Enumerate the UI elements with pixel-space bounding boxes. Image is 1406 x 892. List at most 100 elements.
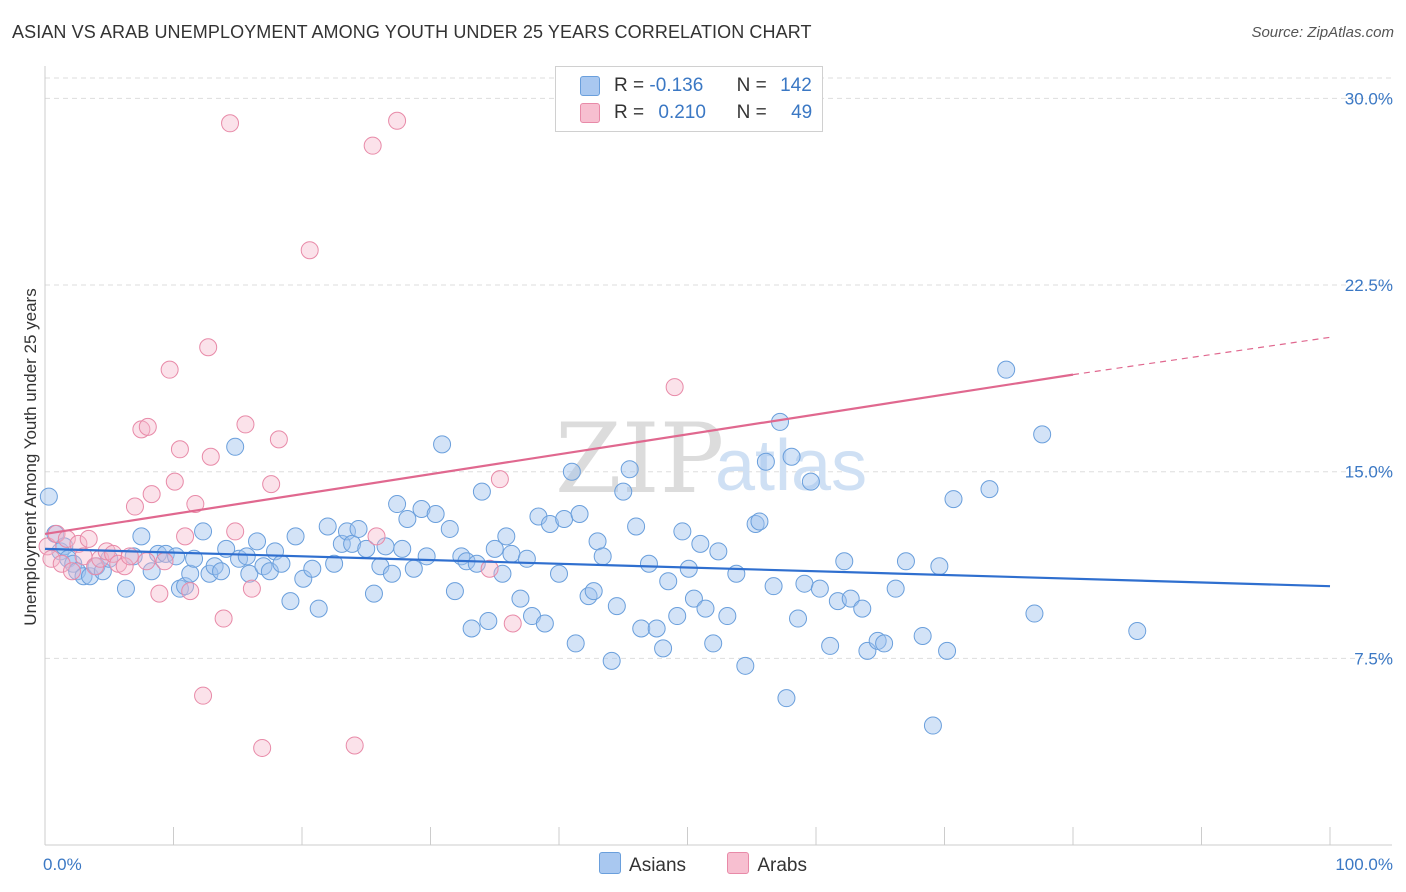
asian-point xyxy=(614,482,633,501)
asian-point xyxy=(668,607,687,626)
asian-point xyxy=(997,360,1016,379)
asian-point xyxy=(325,554,344,573)
arab-point xyxy=(125,497,144,516)
asian-point xyxy=(497,527,516,546)
arab-point xyxy=(253,738,272,757)
legend-n-label: N = xyxy=(736,75,767,96)
asian-point xyxy=(426,505,445,524)
arab-point xyxy=(42,549,61,568)
legend-row-asians: R = -0.136 N = 142 xyxy=(580,75,812,99)
asian-point xyxy=(588,532,607,551)
arab-point xyxy=(155,552,174,571)
asian-point xyxy=(502,544,521,563)
source-label: Source: ZipAtlas.com xyxy=(1251,24,1394,41)
asian-point xyxy=(764,577,783,596)
arab-point xyxy=(665,378,684,397)
asian-point xyxy=(132,527,151,546)
legend-r-value: -0.136 xyxy=(649,75,704,96)
arab-point xyxy=(194,686,213,705)
asian-point xyxy=(1128,621,1147,640)
asian-point xyxy=(286,527,305,546)
arab-point xyxy=(115,557,134,576)
arab-point xyxy=(181,582,200,601)
arab-point xyxy=(79,529,98,548)
asian-point xyxy=(479,612,498,631)
legend-row-arabs: R = 0.210 N = 49 xyxy=(580,102,812,126)
x-tick-label: 100.0% xyxy=(1335,855,1393,874)
series-arabs xyxy=(38,111,684,757)
asian-point xyxy=(923,716,942,735)
watermark-zip: ZIP xyxy=(555,403,724,515)
arab-point xyxy=(214,609,233,628)
asian-point xyxy=(632,619,651,638)
arab-point xyxy=(300,241,319,260)
arab-point xyxy=(363,136,382,155)
asian-point xyxy=(704,634,723,653)
legend-item-asians: Asians xyxy=(599,852,686,877)
asian-point xyxy=(750,512,769,531)
arab-point xyxy=(165,472,184,491)
arab-point xyxy=(236,415,255,434)
arab-point xyxy=(242,579,261,598)
asian-point xyxy=(602,651,621,670)
asian-point xyxy=(535,614,554,633)
asian-point xyxy=(226,437,245,456)
asian-point xyxy=(696,599,715,618)
asian-point xyxy=(593,547,612,566)
asian-point xyxy=(185,549,204,568)
asian-point xyxy=(801,472,820,491)
asian-point xyxy=(1033,425,1052,444)
asian-point xyxy=(821,636,840,655)
asian-trendline xyxy=(44,547,1331,588)
asian-point xyxy=(1025,604,1044,623)
arab-point xyxy=(52,554,71,573)
correlation-legend: R = -0.136 N = 142 R = 0.210 N = 49 xyxy=(555,66,823,132)
legend-swatch-arabs xyxy=(727,852,750,874)
asian-point xyxy=(156,544,175,563)
asian-point xyxy=(555,509,574,528)
arab-point xyxy=(221,114,240,133)
asian-point xyxy=(938,641,957,660)
asian-point xyxy=(756,452,775,471)
asian-point xyxy=(709,542,728,561)
asian-point xyxy=(170,579,189,598)
asian-point xyxy=(584,582,603,601)
asian-point xyxy=(810,579,829,598)
asian-point xyxy=(472,482,491,501)
y-tick-label: 7.5% xyxy=(1354,649,1393,668)
asian-point xyxy=(382,564,401,583)
arab-point xyxy=(226,522,245,541)
asian-point xyxy=(550,564,568,583)
legend-n-value: 49 xyxy=(791,102,813,123)
arab-point xyxy=(388,111,407,130)
asian-point xyxy=(417,547,436,566)
asian-point xyxy=(281,592,300,611)
y-tick-labels: 7.5% 15.0% 22.5% 30.0% xyxy=(1345,89,1393,668)
asian-point xyxy=(272,554,291,573)
asian-point xyxy=(237,547,256,566)
asian-point xyxy=(485,539,504,558)
asian-point xyxy=(462,619,481,638)
asian-point xyxy=(659,572,678,591)
legend-r-label: R = xyxy=(614,75,645,96)
asian-point xyxy=(782,447,801,466)
arab-point xyxy=(176,527,195,546)
arab-point xyxy=(150,584,169,603)
asian-point xyxy=(445,582,464,601)
asian-point xyxy=(349,519,368,538)
axes xyxy=(44,66,1392,846)
y-tick-label: 15.0% xyxy=(1345,463,1393,482)
asian-point xyxy=(795,574,814,593)
legend-swatch-arabs xyxy=(580,102,600,123)
asian-point xyxy=(944,490,963,509)
asian-point xyxy=(388,495,407,514)
asian-point xyxy=(39,487,58,506)
asian-point xyxy=(404,559,423,578)
asian-point xyxy=(691,534,710,553)
asian-point xyxy=(930,557,949,576)
asian-point xyxy=(364,584,383,603)
asian-point xyxy=(777,689,796,708)
arab-point xyxy=(503,614,522,633)
asian-point xyxy=(647,619,666,638)
